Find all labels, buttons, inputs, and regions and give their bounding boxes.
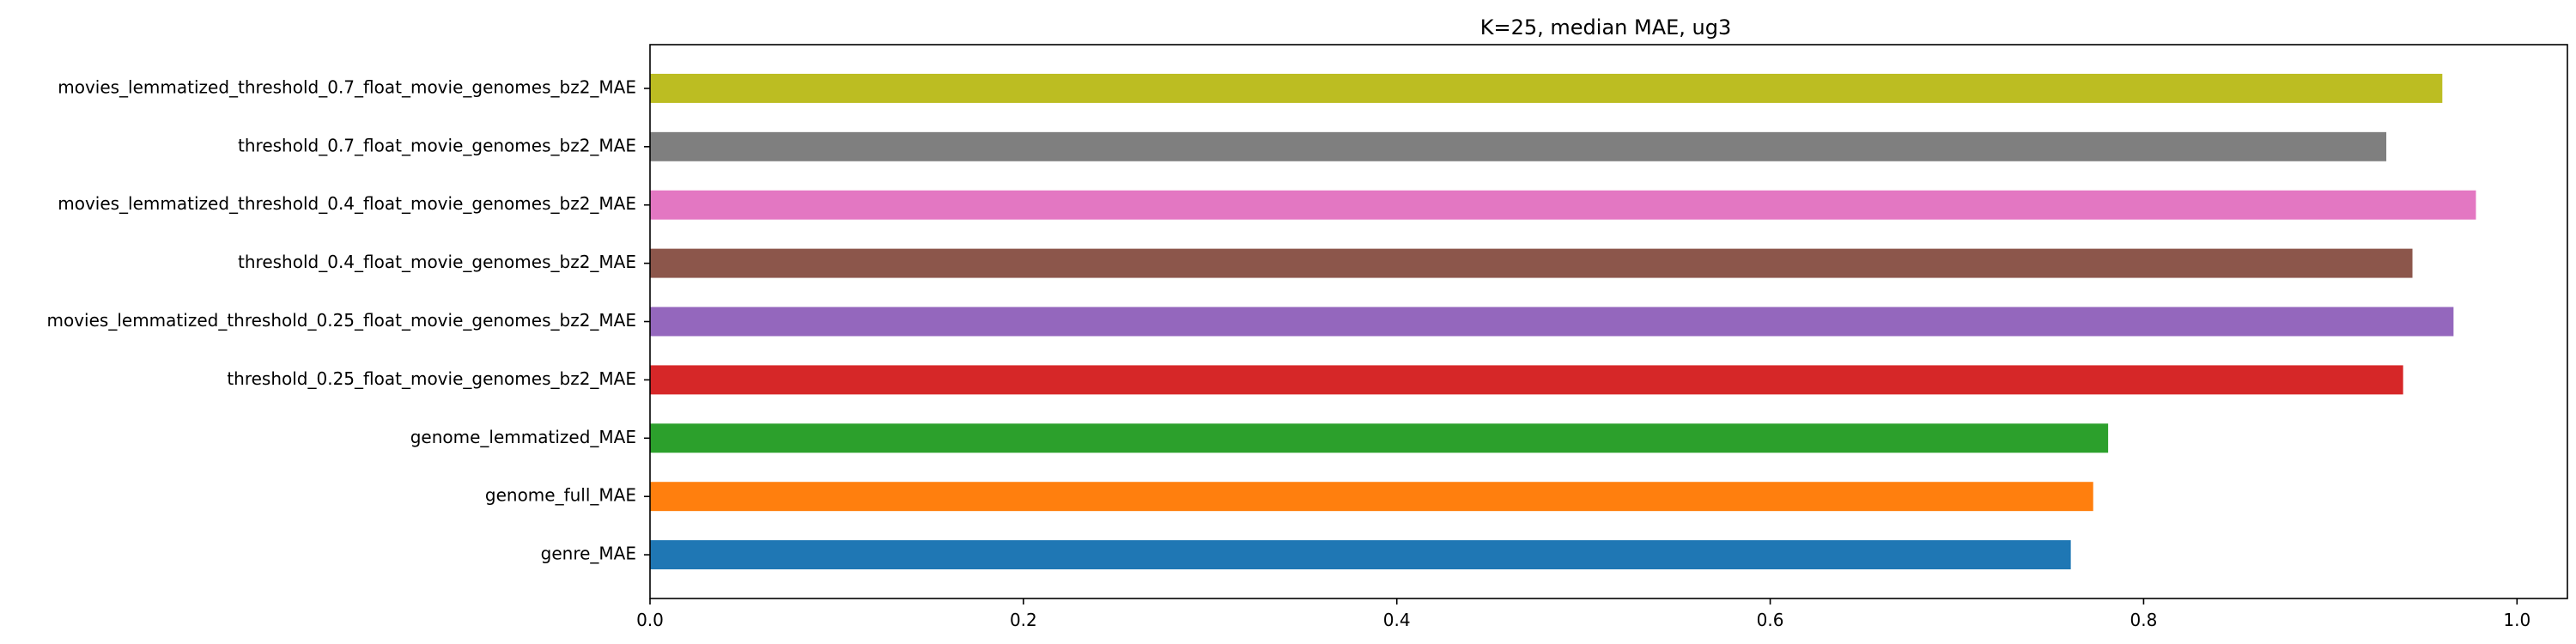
y-axis: genre_MAE genome_full_MAE genome_lemmatize…	[47, 76, 650, 564]
bar-genome_full_MAE	[650, 482, 2093, 512]
bar-genome_lemmatized_MAE	[650, 423, 2109, 453]
y-tick-label: movies_lemmatized_threshold_0.4_float_mo…	[58, 193, 636, 214]
x-tick-label: 0.6	[1757, 610, 1784, 630]
y-tick-label: threshold_0.4_float_movie_genomes_bz2_MA…	[238, 252, 636, 272]
x-tick-label: 0.0	[636, 610, 664, 630]
y-tick-label: genome_full_MAE	[485, 485, 636, 506]
bar-movies_lemmatized_threshold_0.7_float_movie_genomes_bz2_MAE	[650, 73, 2443, 103]
axes-frame	[649, 44, 2568, 599]
bar-genre_MAE	[650, 540, 2071, 570]
bar-movies_lemmatized_threshold_0.4_float_movie_genomes_bz2_MAE	[650, 190, 2476, 220]
y-tick-label: threshold_0.7_float_movie_genomes_bz2_MA…	[238, 135, 636, 155]
y-tick-label: genome_lemmatized_MAE	[410, 427, 636, 447]
y-tick-label: movies_lemmatized_threshold_0.7_float_mo…	[58, 76, 636, 97]
x-tick-label: 0.8	[2130, 610, 2158, 630]
x-tick-label: 1.0	[2503, 610, 2530, 630]
bars-layer	[650, 73, 2476, 570]
y-tick-label: genre_MAE	[541, 544, 636, 564]
x-tick-label: 0.4	[1383, 610, 1411, 630]
y-tick-label: threshold_0.25_float_movie_genomes_bz2_M…	[227, 368, 636, 389]
y-tick-label: movies_lemmatized_threshold_0.25_float_m…	[47, 310, 637, 331]
chart-title: K=25, median MAE, ug3	[1480, 15, 1732, 39]
bar-threshold_0.4_float_movie_genomes_bz2_MAE	[650, 248, 2413, 278]
x-tick-label: 0.2	[1010, 610, 1037, 630]
bar-movies_lemmatized_threshold_0.25_float_movie_genomes_bz2_MAE	[650, 307, 2454, 337]
x-axis: 0.0 0.2 0.4 0.6 0.8 1.0	[636, 598, 2530, 630]
bar-threshold_0.25_float_movie_genomes_bz2_MAE	[650, 365, 2403, 395]
bar-threshold_0.7_float_movie_genomes_bz2_MAE	[650, 131, 2387, 161]
